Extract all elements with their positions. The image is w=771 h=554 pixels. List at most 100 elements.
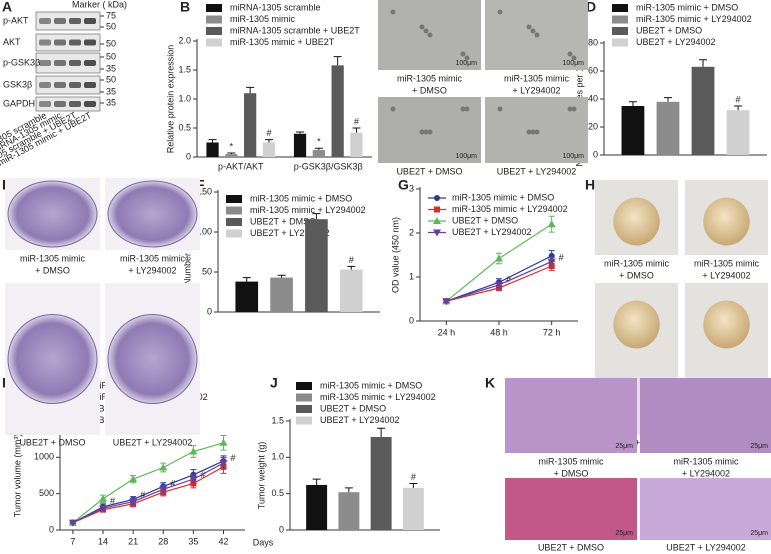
- scale-label: 25μm: [615, 443, 633, 450]
- y-tick-label: 0: [593, 149, 598, 159]
- legend-label: UBE2T + LY294002: [452, 227, 531, 237]
- cell: [423, 28, 429, 34]
- blot-band: [84, 60, 96, 66]
- panel-letter: I: [2, 375, 6, 391]
- cell: [419, 129, 425, 135]
- photo-caption: + DMSO: [412, 85, 447, 95]
- y-axis-label: Tumor weight (g): [256, 442, 266, 510]
- x-tick-label: 35: [188, 536, 198, 546]
- photo-caption: UBE2T + DMSO: [538, 542, 604, 552]
- error-bar: [246, 86, 255, 94]
- point: [129, 498, 138, 506]
- blot-band: [54, 101, 66, 107]
- error-bar: [296, 131, 305, 134]
- tumor: [703, 300, 750, 349]
- cell: [464, 106, 470, 112]
- marker-label: 50: [106, 38, 116, 48]
- error-bar: [277, 274, 286, 278]
- photo: [505, 378, 637, 453]
- cell: [526, 24, 532, 30]
- photo: [640, 378, 771, 453]
- point: [189, 447, 198, 455]
- cell: [530, 129, 536, 135]
- bar: [270, 277, 293, 312]
- cell: [390, 106, 396, 112]
- photo-caption: miR-1305 mimic: [538, 456, 604, 466]
- blot-row: [35, 75, 101, 95]
- blot-band: [84, 18, 96, 24]
- panel-letter: K: [485, 375, 495, 391]
- scale-label: 100μm: [455, 60, 477, 67]
- dish: [107, 314, 198, 404]
- y-tick-label: 1.0: [271, 452, 284, 462]
- y-tick-label: 2: [409, 227, 414, 237]
- legend-label: miR-1305 mimic + DMSO: [636, 2, 738, 12]
- x-axis-label: Days: [253, 537, 274, 547]
- y-tick-label: 0: [207, 306, 212, 316]
- bar: [402, 487, 424, 530]
- error-bar: [663, 97, 672, 102]
- blot-band: [39, 60, 51, 66]
- cell: [427, 32, 433, 38]
- bar: [331, 65, 344, 157]
- cell: [567, 51, 573, 57]
- error-bar: [699, 59, 708, 67]
- blot-band: [54, 39, 66, 46]
- cell: [460, 106, 466, 112]
- scale-label: 100μm: [562, 153, 584, 160]
- legend-marker: [434, 206, 440, 213]
- y-tick-label: 80: [588, 37, 598, 47]
- y-axis-label: OD value (450 nm): [390, 217, 400, 293]
- marker-title: Marker ( kDa): [72, 0, 127, 9]
- y-tick-label: 2.0: [178, 35, 191, 45]
- x-tick-label: 48 h: [490, 327, 508, 337]
- legend-swatch: [226, 206, 242, 215]
- panel-letter: H: [585, 177, 595, 193]
- significance-marker: #: [140, 490, 145, 500]
- cell: [419, 24, 425, 30]
- cell: [464, 55, 470, 61]
- point: [547, 220, 556, 228]
- significance-marker: #: [230, 453, 235, 463]
- photo-caption: miR-1305 mimic: [397, 73, 463, 83]
- legend-marker: [433, 217, 441, 224]
- marker-label: 50: [106, 51, 116, 61]
- legend-label: miRNA-1305 scramble: [230, 2, 321, 12]
- point: [189, 476, 198, 484]
- legend-label: miRNA-1305 scramble + UBE2T: [230, 25, 360, 35]
- error-bar: [734, 105, 743, 111]
- photo-caption: + DMSO: [619, 270, 654, 280]
- panel-letter: G: [398, 177, 409, 193]
- error-bar: [264, 139, 273, 143]
- cell: [526, 129, 532, 135]
- error-bar: [409, 482, 418, 488]
- bar: [235, 281, 259, 312]
- y-tick-label: 1.5: [271, 415, 284, 425]
- bar: [312, 150, 325, 157]
- x-tick-label: p-GSK3β/GSK3β: [294, 161, 363, 171]
- cell: [571, 106, 577, 112]
- line: [72, 466, 224, 524]
- photo-caption: UBE2T + LY294002: [113, 437, 192, 447]
- x-tick-label: 7: [70, 536, 75, 546]
- bar: [338, 492, 360, 530]
- blot-row: [35, 52, 101, 74]
- photo-caption: miR-1305 mimic: [604, 258, 670, 268]
- blot-band: [69, 101, 81, 107]
- legend-label: miR-1305 mimic + DMSO: [250, 193, 352, 203]
- photo-caption: + LY294002: [512, 85, 560, 95]
- y-tick-label: 0: [49, 524, 54, 534]
- blot-band: [54, 18, 66, 24]
- significance-marker: #: [266, 128, 271, 138]
- significance-marker: #: [200, 470, 205, 480]
- legend-label: UBE2T + LY294002: [320, 415, 399, 425]
- legend-label: UBE2T + LY294002: [636, 37, 715, 47]
- blot-row: [35, 96, 101, 112]
- error-bar: [242, 277, 251, 282]
- y-tick-label: 50: [202, 266, 212, 276]
- legend-label: UBE2T + DMSO: [452, 215, 518, 225]
- line: [72, 442, 224, 524]
- error-bar: [312, 478, 321, 485]
- legend-marker: [434, 195, 440, 201]
- bar: [370, 436, 392, 530]
